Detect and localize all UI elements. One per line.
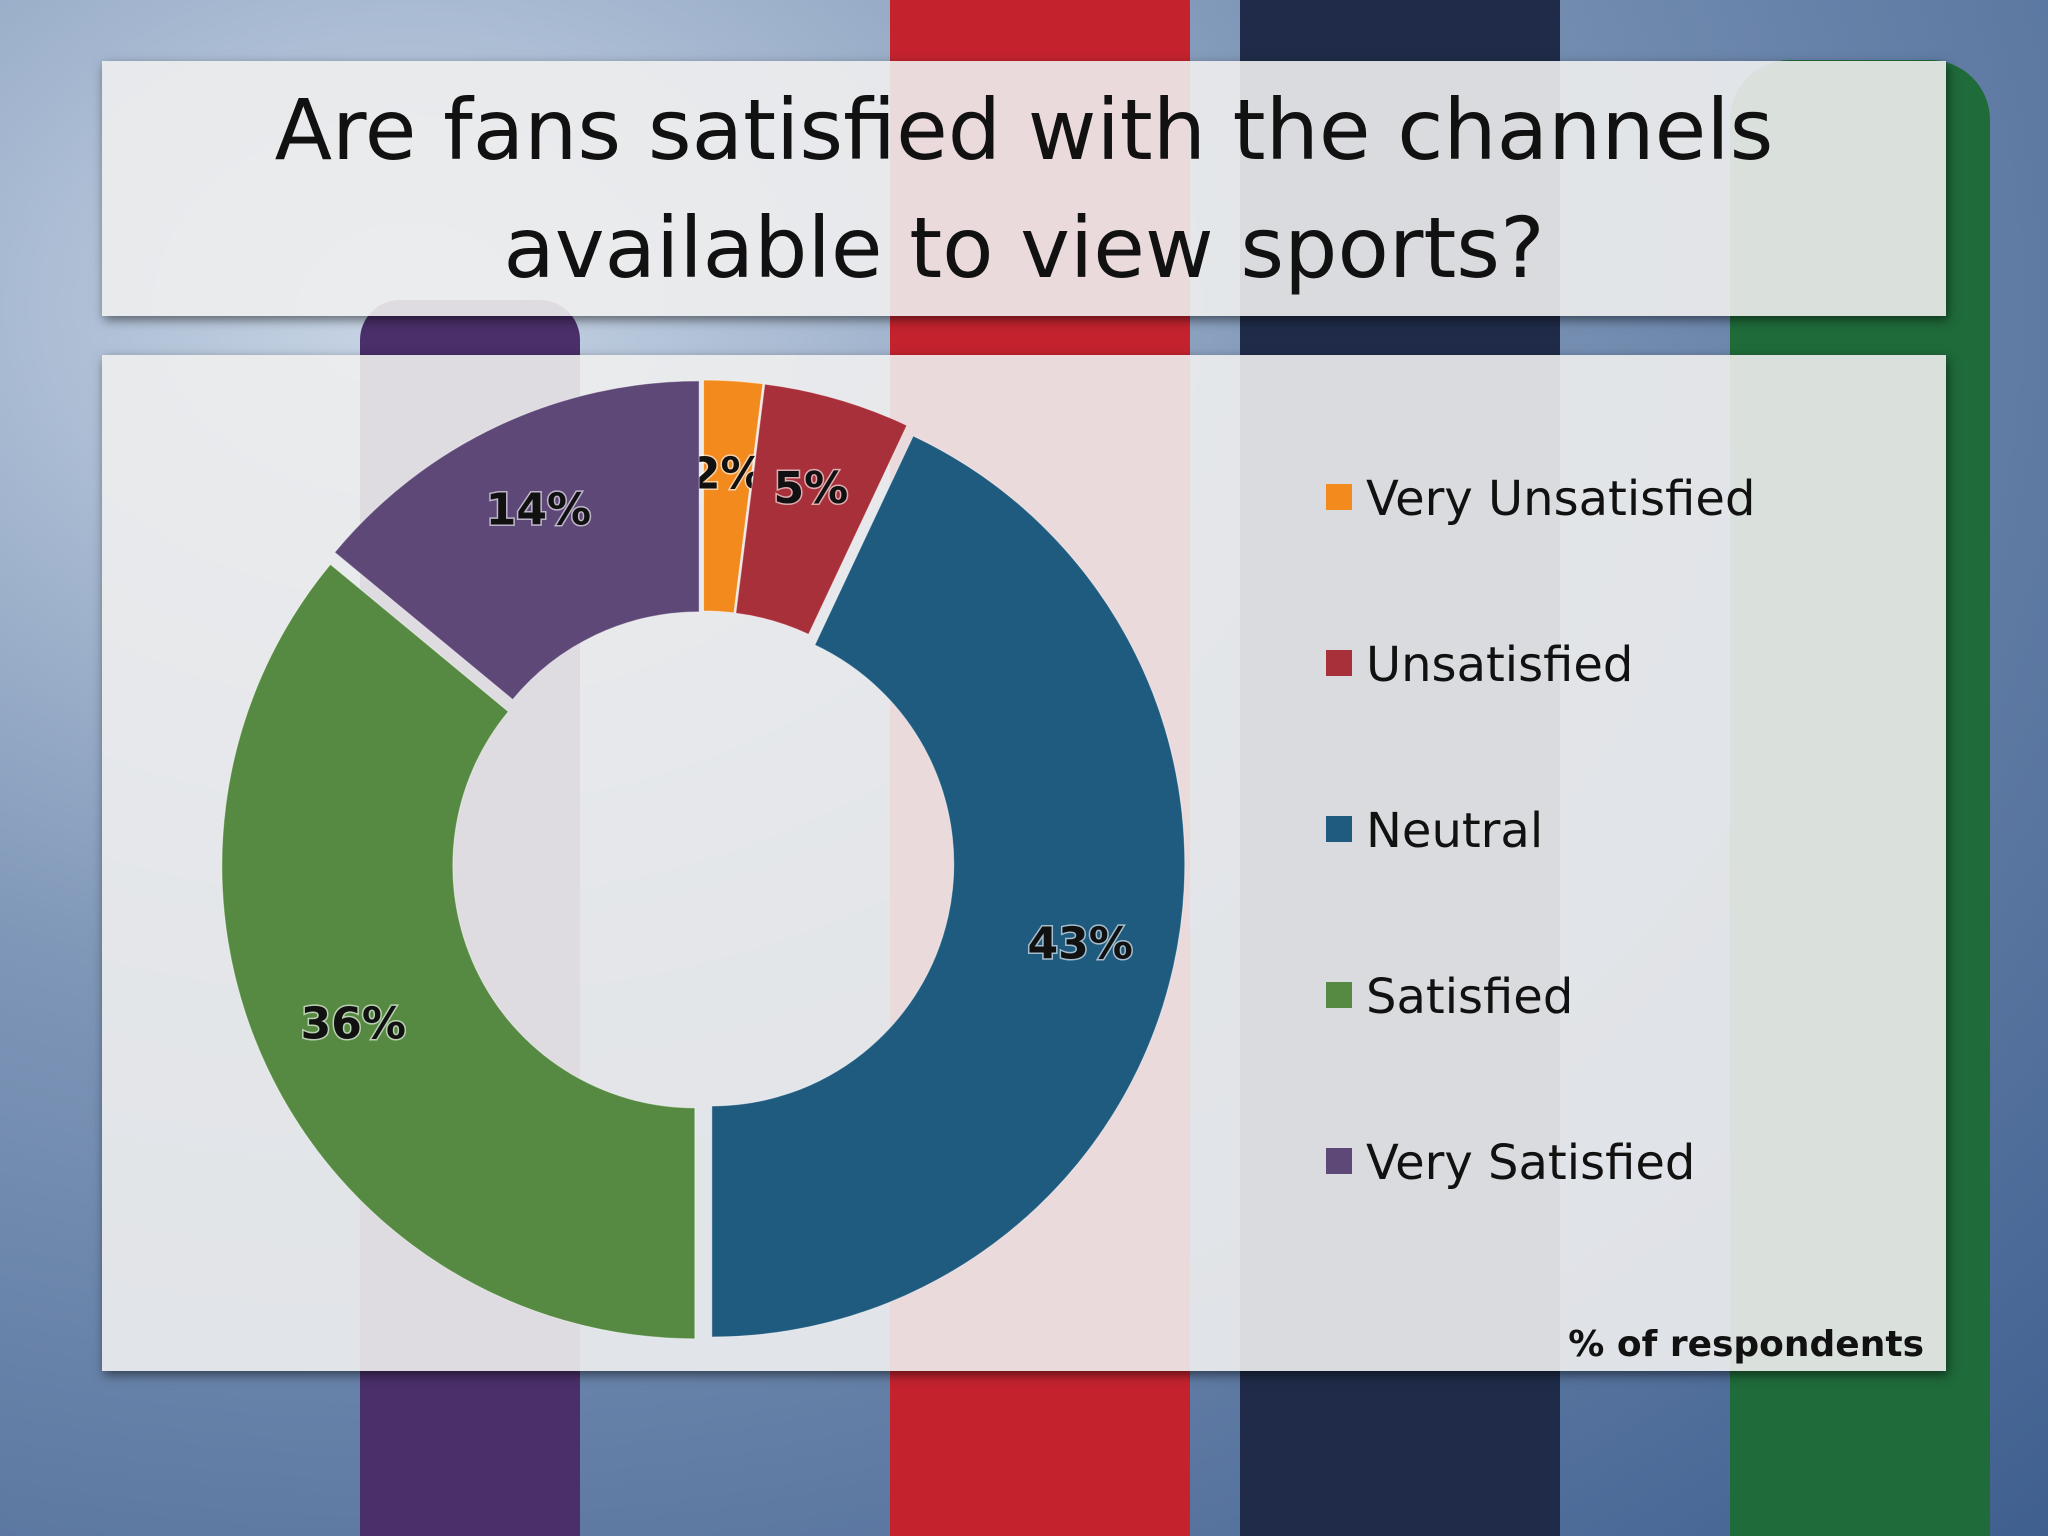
data-label: 43% (1028, 918, 1133, 969)
legend-swatch (1326, 982, 1352, 1008)
donut-slice (221, 563, 696, 1340)
donut-slice (711, 435, 1186, 1338)
donut-slice (334, 380, 700, 701)
legend-swatch (1326, 650, 1352, 676)
donut-slice (703, 379, 764, 614)
legend-item: Satisfied (1326, 966, 1846, 1132)
legend-item: Unsatisfied (1326, 634, 1846, 800)
data-label: 5% (773, 463, 848, 514)
legend-label: Unsatisfied (1366, 637, 1634, 693)
legend: Very Unsatisfied Unsatisfied Neutral Satisf… (1326, 468, 1846, 1298)
legend-label: Very Satisfied (1366, 1135, 1696, 1191)
legend-label: Satisfied (1366, 969, 1574, 1025)
legend-item: Very Unsatisfied (1326, 468, 1846, 634)
donut-slice (735, 383, 908, 636)
legend-label: Neutral (1366, 803, 1544, 859)
data-label: 14% (486, 484, 591, 535)
legend-swatch (1326, 484, 1352, 510)
legend-item: Very Satisfied (1326, 1132, 1846, 1298)
chart-title: Are fans satisfied with the channels ava… (102, 61, 1946, 316)
legend-swatch (1326, 816, 1352, 842)
legend-item: Neutral (1326, 800, 1846, 966)
legend-swatch (1326, 1148, 1352, 1174)
note: % of respondents (1568, 1324, 1924, 1365)
legend-label: Very Unsatisfied (1366, 471, 1756, 527)
data-label: 36% (301, 999, 406, 1050)
